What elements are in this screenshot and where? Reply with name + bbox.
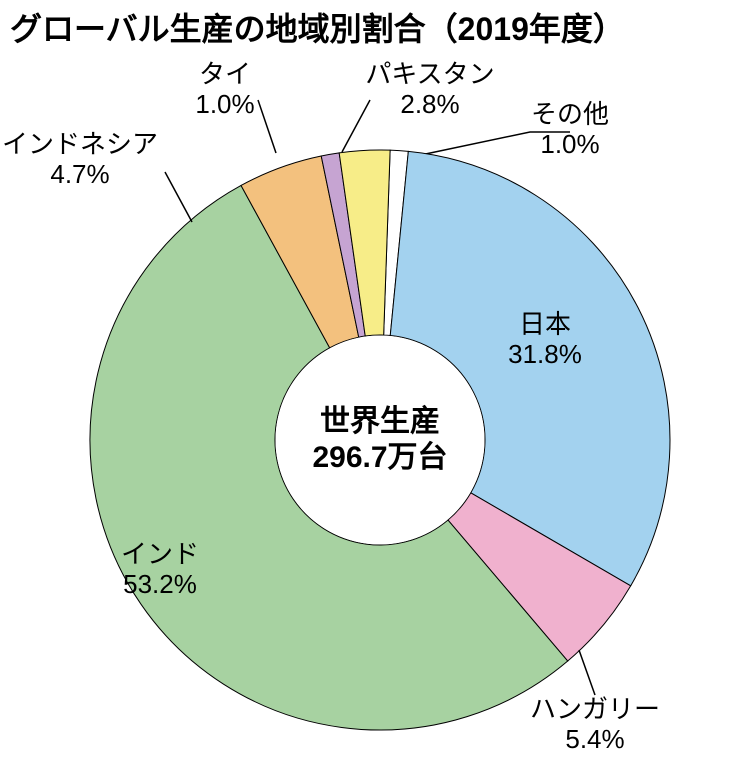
slice-label-name: 日本	[508, 310, 582, 340]
slice-label-pct: 4.7%	[2, 160, 158, 190]
leader-line	[165, 172, 192, 222]
slice-label-pct: 2.8%	[365, 90, 494, 120]
slice-label-name: パキスタン	[365, 60, 494, 90]
leader-line	[579, 650, 595, 695]
slice-label: 日本31.8%	[508, 310, 582, 370]
slice-label-name: ハンガリー	[530, 695, 660, 725]
slice-label-pct: 31.8%	[508, 340, 582, 370]
slice-label-pct: 53.2%	[121, 570, 199, 600]
slice-label-pct: 5.4%	[530, 725, 660, 755]
slice-label-name: インドネシア	[2, 130, 158, 160]
leader-line	[258, 100, 276, 153]
slice-label: タイ1.0%	[195, 60, 254, 120]
center-label: 世界生産 296.7万台	[312, 404, 447, 476]
slice-label: インド53.2%	[121, 540, 199, 600]
slice-label-name: その他	[531, 100, 609, 130]
slice-label: ハンガリー5.4%	[530, 695, 660, 755]
slice-label: その他1.0%	[531, 100, 609, 160]
slice-label-pct: 1.0%	[531, 130, 609, 160]
slice-label-pct: 1.0%	[195, 90, 254, 120]
chart-container: グローバル生産の地域別割合（2019年度） その他1.0%日本31.8%ハンガリ…	[0, 0, 751, 770]
slice-label: インドネシア4.7%	[2, 130, 158, 190]
center-label-line1: 世界生産	[312, 404, 447, 440]
slice-label-name: タイ	[195, 60, 254, 90]
slice-label: パキスタン2.8%	[365, 60, 494, 120]
center-label-line2: 296.7万台	[312, 440, 447, 476]
slice-label-name: インド	[121, 540, 199, 570]
